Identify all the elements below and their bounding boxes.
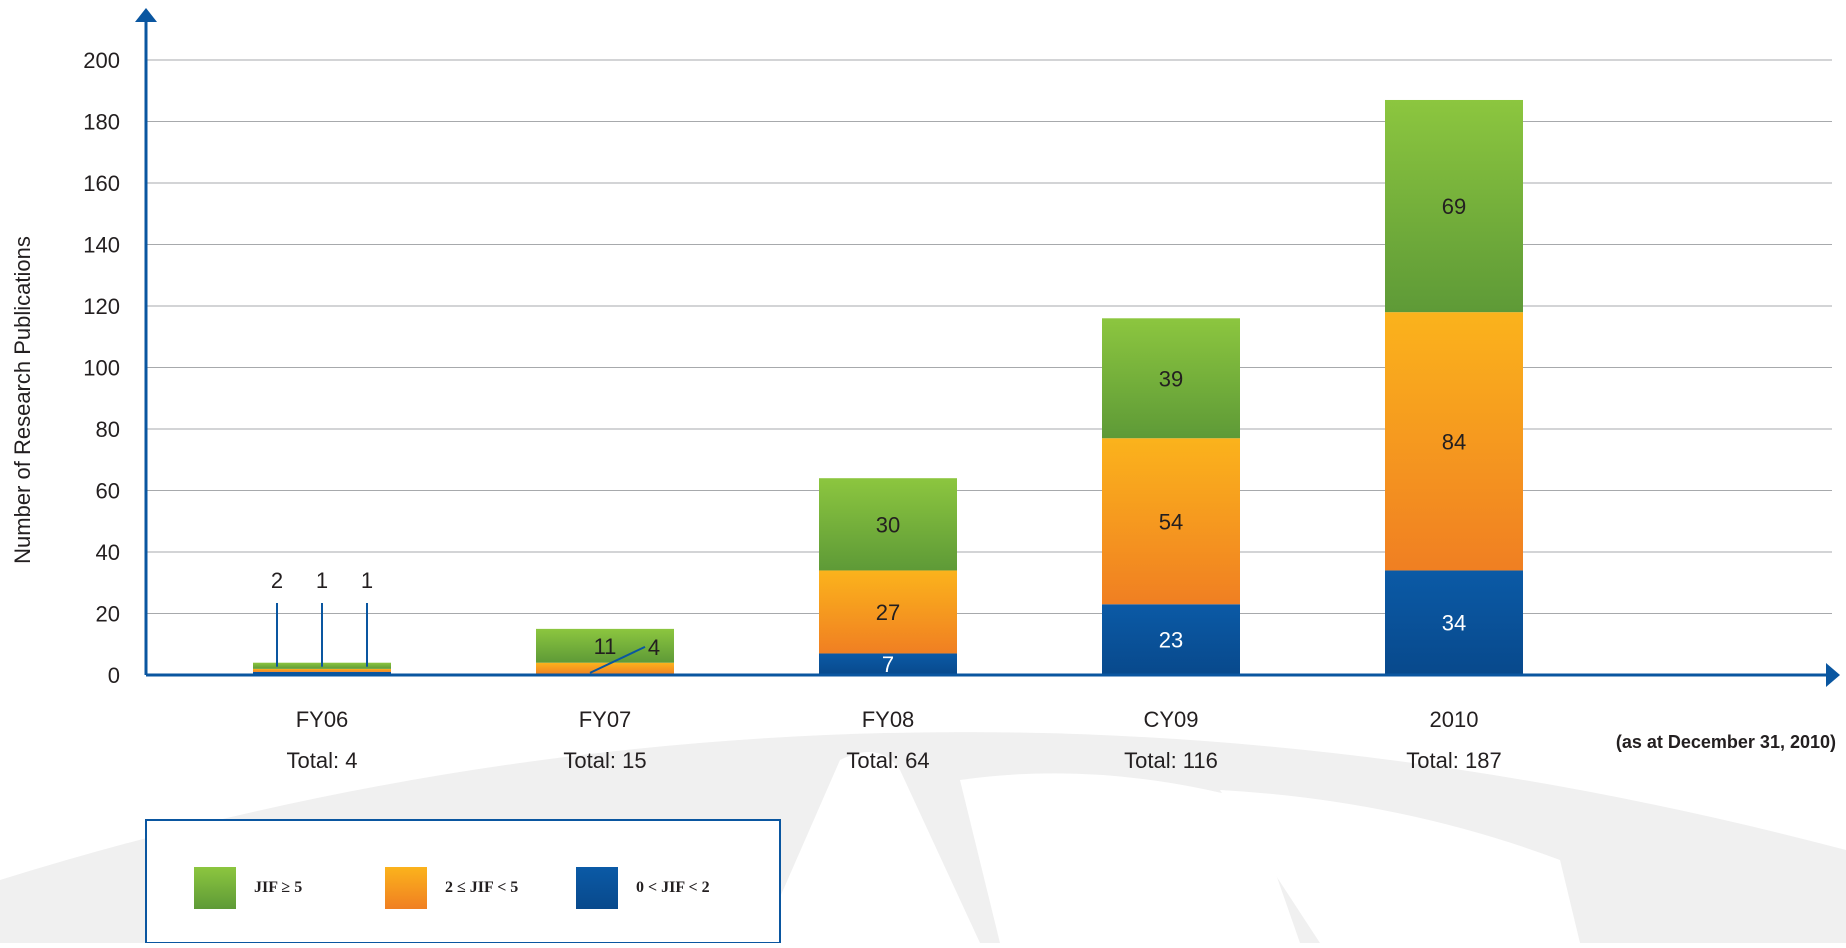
bar-series-low-jif bbox=[1385, 570, 1523, 675]
legend-label-series-mid-jif: 2 ≤ JIF < 5 bbox=[445, 879, 518, 896]
data-label: 27 bbox=[876, 600, 900, 625]
x-axis-arrow bbox=[1826, 663, 1840, 687]
data-label: 30 bbox=[876, 512, 900, 537]
data-label: 34 bbox=[1442, 611, 1466, 636]
data-label: 1 bbox=[361, 568, 373, 593]
y-tick-label: 40 bbox=[96, 540, 120, 565]
x-total-label: Total: 64 bbox=[846, 748, 929, 773]
y-tick-label: 0 bbox=[108, 663, 120, 688]
y-tick-label: 80 bbox=[96, 417, 120, 442]
data-label: 11 bbox=[594, 634, 617, 659]
y-tick-label: 100 bbox=[83, 356, 120, 381]
callouts bbox=[276, 603, 646, 674]
y-tick-label: 180 bbox=[83, 110, 120, 135]
legend: JIF ≥ 5 2 ≤ JIF < 5 0 < JIF < 2 bbox=[145, 819, 781, 944]
axes bbox=[135, 8, 1840, 687]
y-axis-title: Number of Research Publications bbox=[10, 236, 35, 564]
y-axis-arrow bbox=[135, 8, 157, 22]
data-label: 4 bbox=[648, 635, 660, 660]
callout-line bbox=[589, 645, 646, 674]
bar-series-high-jif bbox=[1385, 99, 1523, 313]
bar-series-high-jif bbox=[536, 628, 674, 663]
data-label: 23 bbox=[1159, 628, 1183, 653]
x-category-label: FY08 bbox=[862, 707, 915, 732]
data-label: 1 bbox=[316, 568, 328, 593]
x-category-label: FY07 bbox=[579, 707, 632, 732]
bar-series-mid-jif bbox=[1102, 438, 1240, 605]
data-label: 69 bbox=[1442, 194, 1466, 219]
legend-swatch-series-mid-jif bbox=[385, 867, 427, 909]
y-tick-label: 60 bbox=[96, 479, 120, 504]
y-tick-label: 20 bbox=[96, 602, 120, 627]
legend-label-series-low-jif: 0 < JIF < 2 bbox=[636, 879, 710, 896]
bar-series-low-jif bbox=[819, 653, 957, 675]
data-label: 84 bbox=[1442, 429, 1466, 454]
bar-series-high-jif bbox=[1102, 318, 1240, 439]
x-total-label: Total: 187 bbox=[1406, 748, 1501, 773]
data-label: 7 bbox=[882, 652, 894, 677]
data-label: 39 bbox=[1159, 366, 1183, 391]
legend-frame bbox=[145, 819, 781, 944]
x-total-label: Total: 4 bbox=[287, 748, 358, 773]
y-tick-label: 160 bbox=[83, 171, 120, 196]
x-category-label: FY06 bbox=[296, 707, 349, 732]
legend-swatch-series-low-jif bbox=[576, 867, 618, 909]
bar-series-high-jif bbox=[819, 478, 957, 571]
data-label: 2 bbox=[271, 568, 283, 593]
y-tick-label: 140 bbox=[83, 233, 120, 258]
bar-series-mid-jif bbox=[253, 668, 391, 672]
x-total-label: Total: 15 bbox=[563, 748, 646, 773]
bar-series-mid-jif bbox=[1385, 312, 1523, 571]
bar-series-low-jif bbox=[1102, 604, 1240, 675]
bar-series-mid-jif bbox=[819, 570, 957, 654]
x-category-label: 2010 bbox=[1430, 707, 1479, 732]
bar-series-low-jif bbox=[253, 671, 391, 675]
grid-lines bbox=[146, 59, 1832, 614]
as-at-note: (as at December 31, 2010) bbox=[1616, 732, 1836, 752]
legend-label-series-high-jif: JIF ≥ 5 bbox=[254, 879, 302, 896]
bars bbox=[253, 99, 1523, 675]
data-label: 54 bbox=[1159, 509, 1183, 534]
x-category-label: CY09 bbox=[1143, 707, 1198, 732]
legend-swatch-series-high-jif bbox=[194, 867, 236, 909]
x-total-label: Total: 116 bbox=[1124, 748, 1218, 773]
y-tick-label: 120 bbox=[83, 294, 120, 319]
bar-series-mid-jif bbox=[536, 662, 674, 675]
y-tick-label: 200 bbox=[83, 48, 120, 73]
